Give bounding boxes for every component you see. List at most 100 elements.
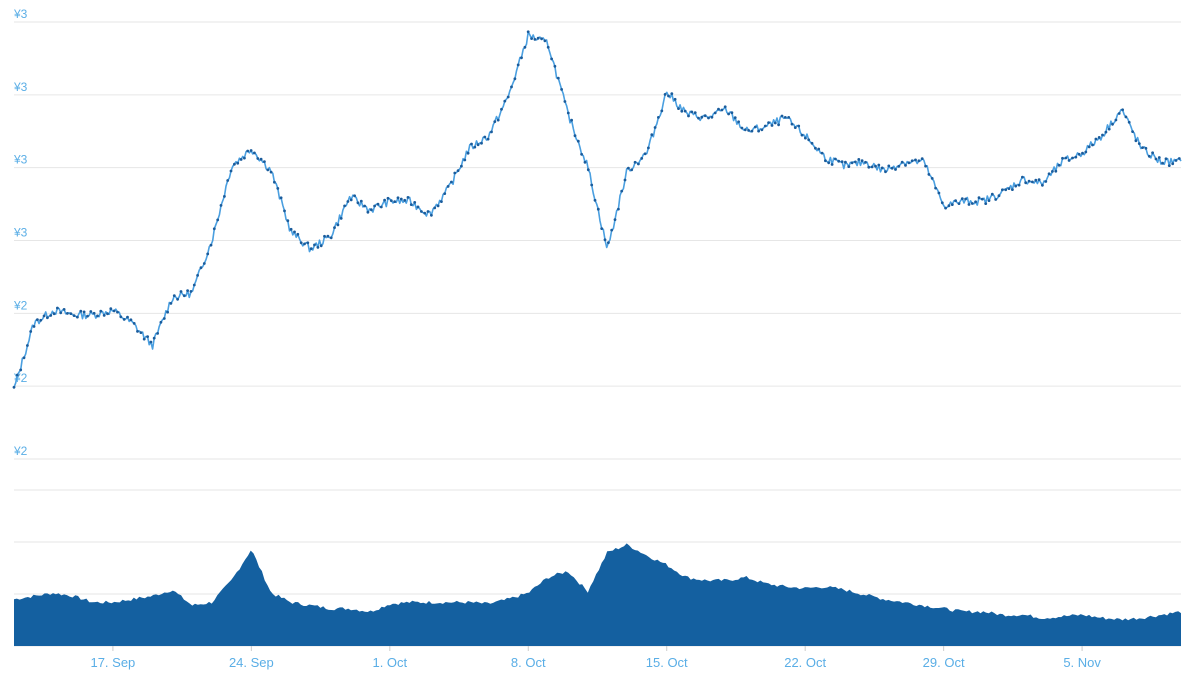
price-point (914, 158, 917, 162)
price-point (172, 294, 176, 297)
price-point (346, 200, 350, 203)
price-point (980, 197, 984, 201)
price-point (109, 307, 113, 311)
price-point (399, 197, 403, 201)
price-point (850, 161, 854, 165)
price-point (253, 151, 256, 155)
price-point (460, 164, 463, 168)
price-point (576, 139, 580, 143)
price-point (1101, 133, 1104, 137)
price-point (393, 200, 397, 204)
price-point (206, 252, 210, 256)
price-point (1087, 145, 1091, 149)
price-point (106, 312, 109, 316)
price-point (800, 133, 804, 137)
price-point (1124, 115, 1128, 119)
price-point (369, 208, 373, 212)
price-point (299, 241, 303, 245)
price-point (356, 201, 360, 205)
price-point (450, 180, 453, 184)
price-point (934, 186, 937, 190)
price-point (783, 116, 787, 119)
price-point (1094, 137, 1098, 141)
price-point (166, 310, 170, 314)
price-point (763, 124, 767, 128)
price-point (743, 128, 747, 132)
price-point (500, 107, 503, 111)
price-point (276, 187, 280, 190)
price-point (126, 315, 129, 319)
price-point (904, 164, 907, 167)
price-point (426, 210, 430, 213)
price-point (977, 196, 981, 200)
price-point (169, 302, 173, 305)
x-tick-label: 17. Sep (90, 655, 135, 670)
price-point (586, 168, 590, 172)
y-tick-label: ¥2 (13, 444, 28, 458)
price-point (333, 226, 336, 230)
price-point (697, 116, 700, 120)
price-point (76, 315, 79, 319)
price-point (309, 247, 313, 251)
price-point (122, 318, 126, 321)
price-point (373, 204, 376, 208)
price-point (149, 340, 153, 344)
price-point (1114, 118, 1118, 122)
x-axis: 17. Sep 24. Sep 1. Oct 8. Oct 15. Oct 22. Oct… (90, 646, 1101, 670)
price-point (910, 159, 914, 163)
price-point (1044, 180, 1048, 183)
price-point (1097, 136, 1101, 139)
price-point (243, 156, 246, 160)
price-point (1144, 146, 1148, 150)
price-point (526, 30, 530, 34)
price-point (1141, 146, 1144, 150)
price-point (269, 170, 273, 174)
price-point (473, 145, 477, 149)
price-point (286, 219, 290, 223)
price-point (92, 311, 96, 315)
price-point (690, 110, 694, 114)
price-point (944, 206, 947, 210)
price-point (189, 290, 193, 293)
price-point (1127, 120, 1131, 124)
price-point (1167, 164, 1171, 168)
price-point (119, 315, 123, 319)
price-point (770, 124, 774, 127)
x-tick-label: 24. Sep (229, 655, 274, 670)
price-point (964, 197, 967, 201)
price-point (1071, 156, 1074, 160)
price-point (984, 202, 988, 206)
x-tick-label: 29. Oct (923, 655, 965, 670)
price-point (553, 64, 557, 68)
price-point (757, 129, 760, 133)
price-point (1164, 157, 1168, 161)
price-point (713, 111, 717, 115)
price-point (593, 198, 597, 202)
price-point (733, 116, 737, 119)
price-point (723, 105, 727, 109)
price-point (1151, 151, 1154, 155)
price-point (440, 200, 443, 204)
price-point (647, 146, 650, 150)
price-point (767, 121, 770, 124)
price-point (463, 158, 467, 162)
price-point (1077, 152, 1081, 156)
price-point (987, 199, 991, 203)
price-point (66, 312, 69, 315)
price-point (236, 161, 240, 165)
price-point (840, 160, 844, 164)
price-point (580, 152, 583, 156)
price-point (132, 322, 136, 325)
price-point (653, 126, 657, 129)
price-point (717, 107, 720, 111)
price-point (830, 163, 834, 166)
price-point (1047, 172, 1051, 176)
price-point (740, 126, 744, 130)
price-point (560, 88, 563, 91)
price-point (937, 191, 941, 195)
price-point (62, 308, 66, 311)
price-point (583, 160, 587, 164)
price-point (804, 136, 807, 140)
price-point (1084, 150, 1088, 154)
price-point (233, 162, 236, 166)
